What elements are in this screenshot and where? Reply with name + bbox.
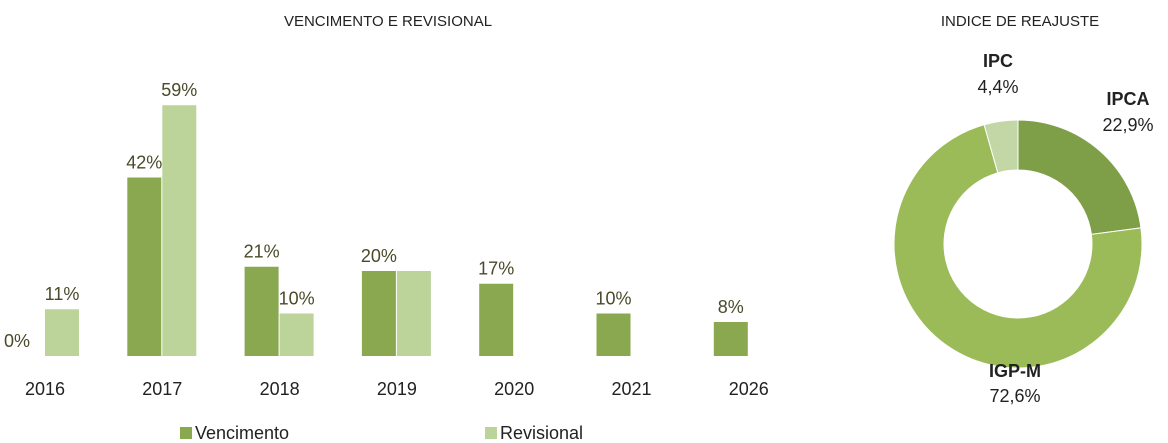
slice-value: 4,4% [977,77,1018,97]
value-label: 59% [161,80,197,100]
bar [45,309,79,356]
legend-label: Vencimento [195,423,289,443]
legend-label: Revisional [500,423,583,443]
bar [713,322,748,356]
x-tick-label: 2021 [611,379,651,399]
bar [127,177,162,356]
chart-title: INDICE DE REAJUSTE [941,13,1099,30]
x-tick-label: 2017 [142,379,182,399]
legend-swatch [180,427,192,439]
donut-slice [983,119,1019,174]
bar [244,266,279,356]
donut-slice [1017,119,1142,235]
x-tick-label: 2020 [494,379,534,399]
x-tick-label: 2026 [729,379,769,399]
value-label: 21% [244,242,280,262]
value-label: 17% [478,259,514,279]
slice-name: IGP-M [989,361,1041,381]
value-label: 8% [718,297,744,317]
x-tick-label: 2019 [377,379,417,399]
bar [361,271,396,356]
value-label: 0% [4,331,30,351]
value-label: 20% [361,246,397,266]
bar [396,271,431,356]
bar [596,313,631,356]
value-label: 11% [45,284,80,304]
slice-name: IPCA [1106,89,1149,109]
value-label: 10% [279,288,315,308]
slice-value: 22,9% [1102,115,1153,135]
chart-title: VENCIMENTO E REVISIONAL [284,13,492,30]
bar [162,105,197,356]
legend-swatch [485,427,497,439]
x-tick-label: 2016 [25,379,65,399]
slice-name: IPC [983,51,1013,71]
value-label: 10% [595,288,631,308]
bar [479,283,514,356]
value-label: 42% [126,152,162,172]
x-tick-label: 2018 [260,379,300,399]
donut-slice [893,124,1143,369]
bar [279,313,314,356]
slice-value: 72,6% [989,386,1040,406]
